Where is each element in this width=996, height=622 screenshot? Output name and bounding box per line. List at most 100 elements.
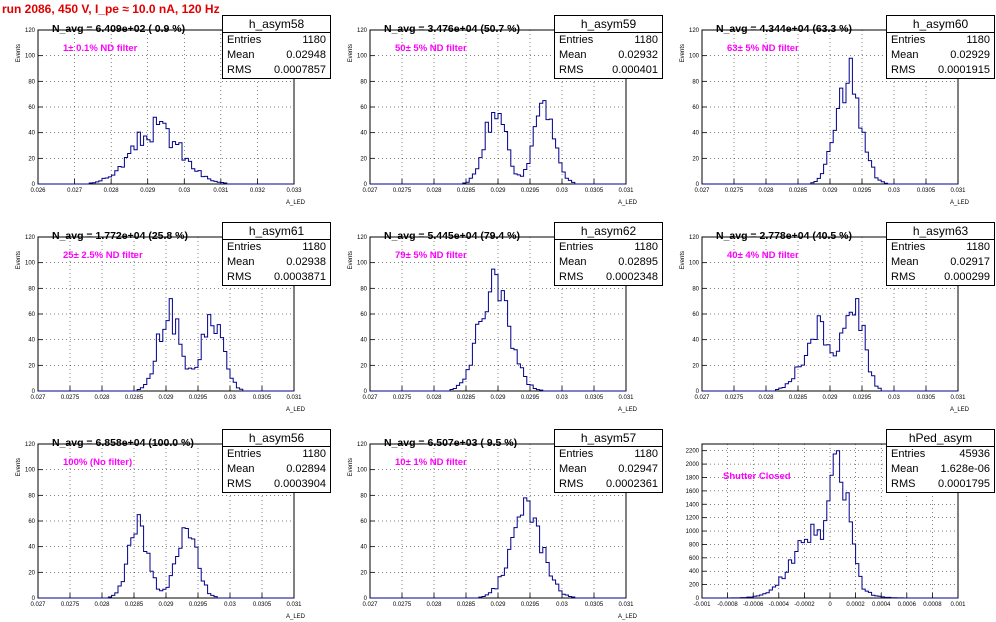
y-tick-label: 2200 — [686, 449, 700, 455]
histogram-pad-h_asym61: 0.027 0.0275 0.028 0.0285 0.029 0.0295 0.03 0.0… — [0, 207, 332, 414]
stats-label: Mean — [891, 463, 919, 475]
x-tick-label: 0.001 — [950, 602, 966, 608]
filter-label: 79± 5% ND filter — [395, 250, 467, 261]
x-tick-label: 0.031 — [618, 602, 634, 608]
n-avg-label: N_avg = 6.507e+03 ( 9.5 %) — [384, 437, 518, 449]
y-tick-label: 60 — [28, 105, 35, 111]
stats-value: 0.02938 — [286, 256, 326, 268]
y-tick-label: 40 — [360, 338, 367, 344]
y-tick-label: 80 — [28, 79, 35, 85]
x-tick-label: 0.027 — [30, 395, 46, 401]
filter-label: 100% (No filter) — [63, 457, 133, 468]
histogram-name: hPed_asym — [887, 430, 994, 447]
n-avg-label: N_avg = 4.344e+04 (63.3 %) — [716, 23, 853, 35]
stats-value: 0.0003871 — [274, 271, 326, 283]
x-tick-label: 0.03 — [888, 188, 900, 194]
stats-label: RMS — [891, 478, 916, 490]
stats-box: hPed_asym Entries 45936 Mean 1.628e-06 RMS 0.0… — [886, 429, 995, 493]
x-tick-label: 0.0295 — [521, 602, 540, 608]
stats-value: 0.02929 — [950, 49, 990, 61]
y-tick-label: 0 — [32, 389, 36, 395]
x-tick-label: 0.027 — [362, 602, 378, 608]
y-tick-label: 100 — [25, 468, 36, 474]
filter-label: 63± 5% ND filter — [727, 43, 799, 54]
x-tick-label: 0.0285 — [125, 602, 144, 608]
x-tick-label: 0.027 — [362, 395, 378, 401]
y-tick-label: 80 — [28, 493, 35, 499]
histogram-plot: 0.027 0.0275 0.028 0.0285 0.029 0.0295 0.03 0.0… — [680, 28, 970, 206]
x-tick-label: 0.0004 — [872, 602, 891, 608]
stats-value: 1180 — [302, 241, 326, 253]
y-tick-label: 1800 — [686, 475, 700, 481]
x-tick-label: 0.0285 — [457, 602, 476, 608]
x-tick-label: 0.029 — [822, 188, 838, 194]
stats-row-rms: RMS 0.0001915 — [887, 63, 994, 78]
y-tick-label: 120 — [357, 28, 368, 34]
x-tick-label: 0.029 — [140, 188, 156, 194]
n-avg-label: N_avg = 2.778e+04 (40.5 %) — [716, 230, 853, 242]
stats-row-entries: Entries 1180 — [223, 447, 330, 462]
y-tick-label: 60 — [360, 519, 367, 525]
stats-box: h_asym58 Entries 1180 Mean 0.02948 RMS 0.00078… — [222, 15, 331, 79]
histogram-plot: 0.027 0.0275 0.028 0.0285 0.029 0.0295 0.03 0.0… — [348, 442, 638, 620]
x-axis-label: A_LED — [286, 200, 306, 206]
x-tick-label: 0.028 — [426, 188, 442, 194]
stats-row-rms: RMS 0.0003871 — [223, 270, 330, 285]
y-tick-label: 120 — [25, 28, 36, 34]
stats-row-mean: Mean 1.628e-06 — [887, 462, 994, 477]
y-tick-label: 100 — [25, 261, 36, 267]
x-tick-label: 0.031 — [950, 395, 966, 401]
y-tick-label: 40 — [360, 131, 367, 137]
x-tick-label: 0.028 — [426, 602, 442, 608]
x-tick-label: 0.027 — [67, 188, 83, 194]
x-tick-label: 0.028 — [426, 395, 442, 401]
histogram-line — [38, 116, 294, 185]
x-tick-label: 0.0275 — [725, 395, 744, 401]
stats-label: RMS — [891, 271, 916, 283]
stats-box: h_asym63 Entries 1180 Mean 0.02917 RMS 0.00029… — [886, 222, 995, 286]
histogram-line — [38, 298, 294, 392]
stats-row-entries: Entries 1180 — [223, 33, 330, 48]
y-tick-label: 0 — [696, 182, 700, 188]
x-tick-label: 0.032 — [250, 188, 266, 194]
stats-label: RMS — [559, 271, 584, 283]
x-axis-label: A_LED — [618, 200, 638, 206]
x-tick-label: 0.029 — [490, 395, 506, 401]
histogram-plot: -0.001 -0.0008 -0.0006 -0.0004 -0.0002 0 0.000… — [686, 443, 966, 608]
histogram-plot: 0.027 0.0275 0.028 0.0285 0.029 0.0295 0.03 0.0… — [348, 28, 638, 206]
y-tick-label: 60 — [692, 312, 699, 318]
n-avg-label: N_avg = 5.445e+04 (79.4 %) — [384, 230, 521, 242]
x-tick-label: 0.0275 — [393, 395, 412, 401]
x-tick-label: 0.0295 — [853, 395, 872, 401]
y-tick-label: 80 — [360, 79, 367, 85]
n-avg-label: N_avg = 6.409e+02 ( 0.9 %) — [52, 23, 186, 35]
histogram-name: h_asym61 — [223, 223, 330, 240]
y-axis-label: Events — [348, 458, 354, 476]
x-tick-label: 0.0305 — [253, 395, 272, 401]
y-tick-label: 120 — [25, 235, 36, 241]
histogram-pad-h_asym62: 0.027 0.0275 0.028 0.0285 0.029 0.0295 0.03 0.0… — [332, 207, 664, 414]
y-tick-label: 0 — [696, 596, 700, 602]
y-tick-label: 0 — [364, 596, 368, 602]
stats-value: 0.0001915 — [938, 64, 990, 76]
x-tick-label: 0.029 — [490, 602, 506, 608]
x-tick-label: 0.0275 — [61, 602, 80, 608]
histogram-pad-h_asym58: 0.026 0.027 0.028 0.029 0.03 0.031 0.032 0.033 0… — [0, 0, 332, 207]
y-tick-label: 0 — [696, 389, 700, 395]
y-tick-label: 20 — [360, 363, 367, 369]
stats-row-rms: RMS 0.0003904 — [223, 477, 330, 492]
x-tick-label: 0.029 — [490, 188, 506, 194]
n-avg-label: N_avg = 6.858e+04 (100.0 %) — [52, 437, 194, 449]
x-tick-label: 0.03 — [556, 602, 568, 608]
n-avg-label: N_avg = 3.476e+04 (50.7 %) — [384, 23, 521, 35]
y-tick-label: 20 — [692, 363, 699, 369]
stats-box: h_asym57 Entries 1180 Mean 0.02947 RMS 0.00023… — [554, 429, 663, 493]
stats-row-entries: Entries 1180 — [887, 33, 994, 48]
histogram-pad-h_asym56: 0.027 0.0275 0.028 0.0285 0.029 0.0295 0.03 0.0… — [0, 414, 332, 621]
stats-value: 1.628e-06 — [940, 463, 990, 475]
y-tick-label: 800 — [689, 542, 700, 548]
y-tick-label: 40 — [28, 338, 35, 344]
x-tick-label: 0.028 — [94, 395, 110, 401]
y-tick-label: 100 — [689, 261, 700, 267]
x-tick-label: 0.0006 — [898, 602, 917, 608]
